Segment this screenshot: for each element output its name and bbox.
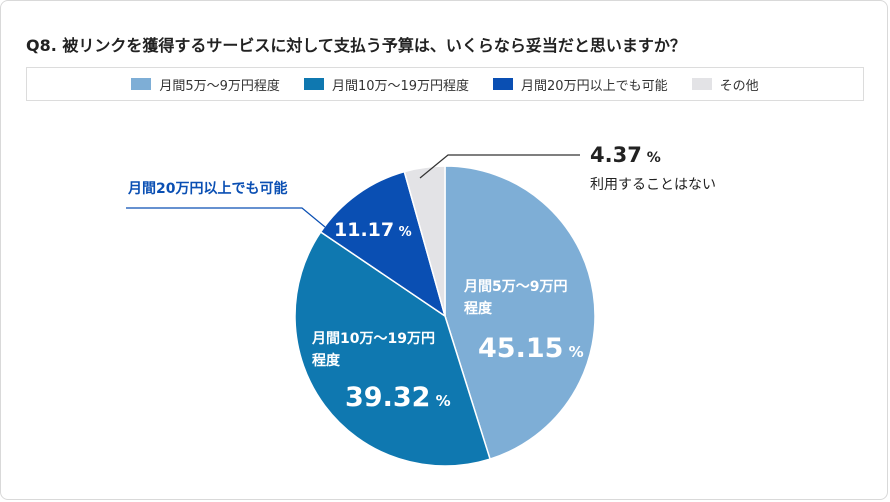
slice-label: 月間10万〜19万円	[311, 331, 435, 347]
data-label: 39.32 %	[345, 382, 451, 413]
callout-label: 月間20万円以上でも可能	[127, 180, 287, 197]
legend-swatch	[691, 78, 712, 90]
slice-label: 月間5万〜9万円	[463, 279, 567, 295]
legend: 月間5万〜9万円程度 月間10万〜19万円程度 月間20万円以上でも可能 その他	[26, 67, 864, 101]
pie-slice	[403, 165, 446, 317]
legend-swatch	[303, 78, 324, 90]
legend-item: 月間5万〜9万円程度	[131, 75, 280, 94]
legend-label: 月間10万〜19万円程度	[331, 78, 470, 94]
slice-label: 程度	[312, 352, 341, 369]
legend-swatch	[131, 78, 152, 90]
data-label: 11.17 %	[334, 219, 412, 241]
chart-title: Q8. 被リンクを獲得するサービスに対して支払う予算は、いくらなら妥当だと思いま…	[26, 36, 686, 55]
callout-line	[126, 207, 326, 228]
legend-label: 月間20万円以上でも可能	[521, 78, 668, 94]
legend-item: 月間10万〜19万円程度	[303, 75, 470, 94]
legend-item: 月間20万円以上でも可能	[493, 75, 668, 94]
pie-slice	[444, 165, 596, 461]
callout-label: 利用することはない	[590, 177, 716, 193]
legend-item: その他	[691, 75, 759, 94]
slice-label: 程度	[464, 300, 493, 317]
callout-line	[419, 154, 580, 179]
data-label: 4.37 %	[590, 143, 661, 167]
data-label: 45.15 %	[478, 333, 584, 364]
legend-label: 月間5万〜9万円程度	[159, 78, 280, 94]
pie-slice	[294, 230, 491, 467]
legend-swatch	[493, 78, 514, 90]
legend-label: その他	[719, 78, 759, 94]
